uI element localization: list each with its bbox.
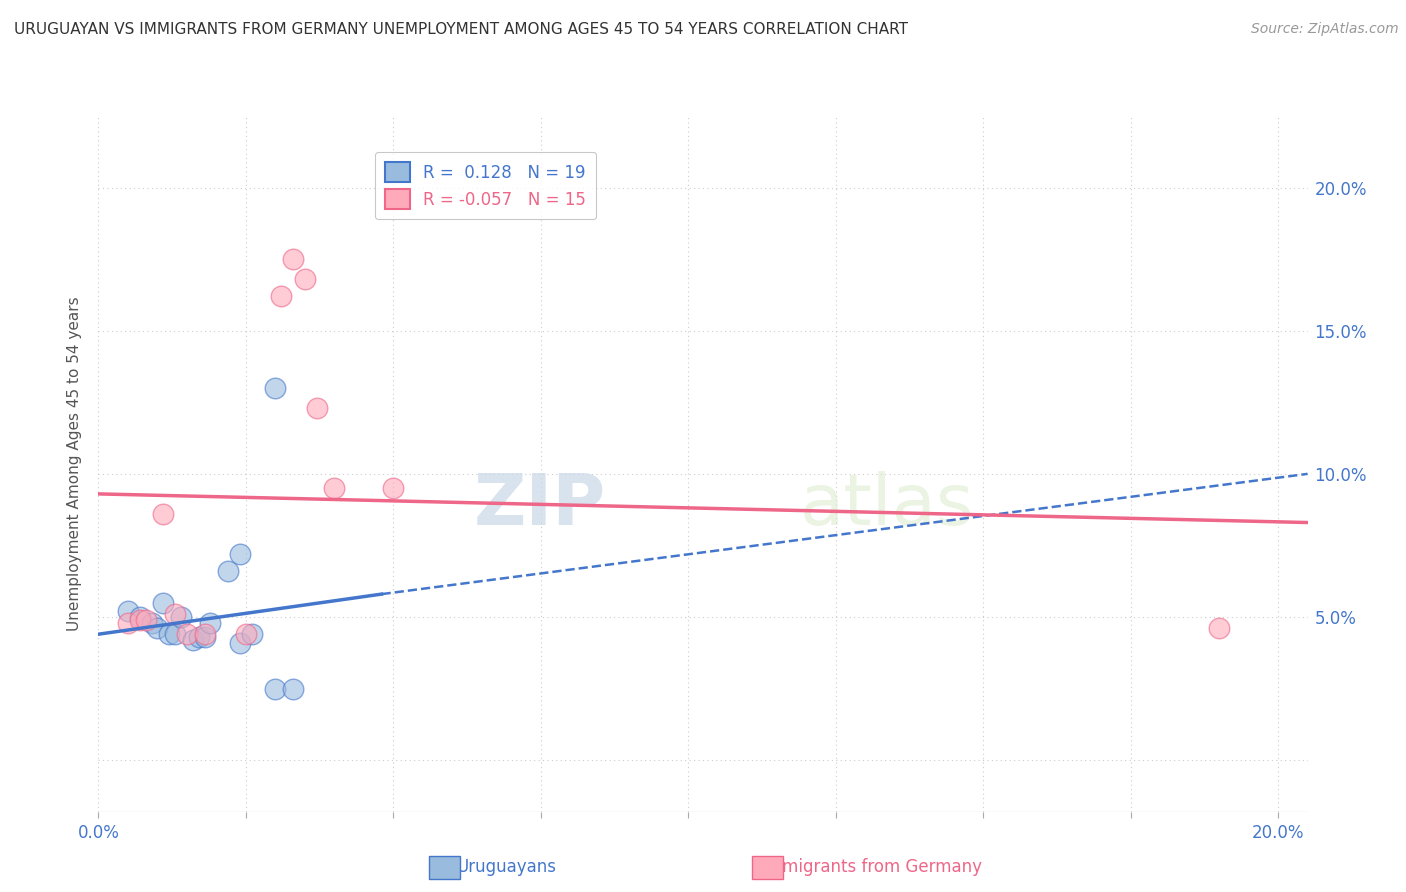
Point <box>165 627 187 641</box>
Point <box>117 604 139 618</box>
Text: Source: ZipAtlas.com: Source: ZipAtlas.com <box>1251 22 1399 37</box>
Text: URUGUAYAN VS IMMIGRANTS FROM GERMANY UNEMPLOYMENT AMONG AGES 45 TO 54 YEARS CORR: URUGUAYAN VS IMMIGRANTS FROM GERMANY UNE… <box>14 22 908 37</box>
Point <box>141 615 163 630</box>
Point <box>128 610 150 624</box>
Point <box>176 627 198 641</box>
Text: Uruguayans: Uruguayans <box>456 858 557 876</box>
Point <box>323 481 346 495</box>
Point <box>194 630 217 644</box>
Point <box>128 613 150 627</box>
Text: ZIP: ZIP <box>474 471 606 540</box>
Point <box>240 627 263 641</box>
Point <box>235 627 257 641</box>
Point <box>170 610 193 624</box>
Point <box>217 564 239 578</box>
Y-axis label: Unemployment Among Ages 45 to 54 years: Unemployment Among Ages 45 to 54 years <box>67 296 83 632</box>
Point <box>187 630 209 644</box>
Point <box>382 481 405 495</box>
Point <box>264 381 287 395</box>
Point <box>152 507 174 521</box>
Text: atlas: atlas <box>800 471 974 540</box>
Point <box>264 681 287 696</box>
Point <box>152 596 174 610</box>
Point <box>281 681 304 696</box>
Text: Immigrants from Germany: Immigrants from Germany <box>761 858 983 876</box>
Point <box>229 547 252 561</box>
Point <box>270 289 292 303</box>
Point <box>181 632 204 647</box>
Point <box>294 272 316 286</box>
Point <box>229 636 252 650</box>
Point <box>281 252 304 266</box>
Point <box>117 615 139 630</box>
Point <box>200 615 222 630</box>
Point <box>146 622 169 636</box>
Legend: R =  0.128   N = 19, R = -0.057   N = 15: R = 0.128 N = 19, R = -0.057 N = 15 <box>375 153 596 219</box>
Point <box>165 607 187 622</box>
Point <box>194 627 217 641</box>
Point <box>305 401 328 415</box>
Point <box>135 613 157 627</box>
Point <box>157 627 180 641</box>
Point <box>1208 622 1230 636</box>
